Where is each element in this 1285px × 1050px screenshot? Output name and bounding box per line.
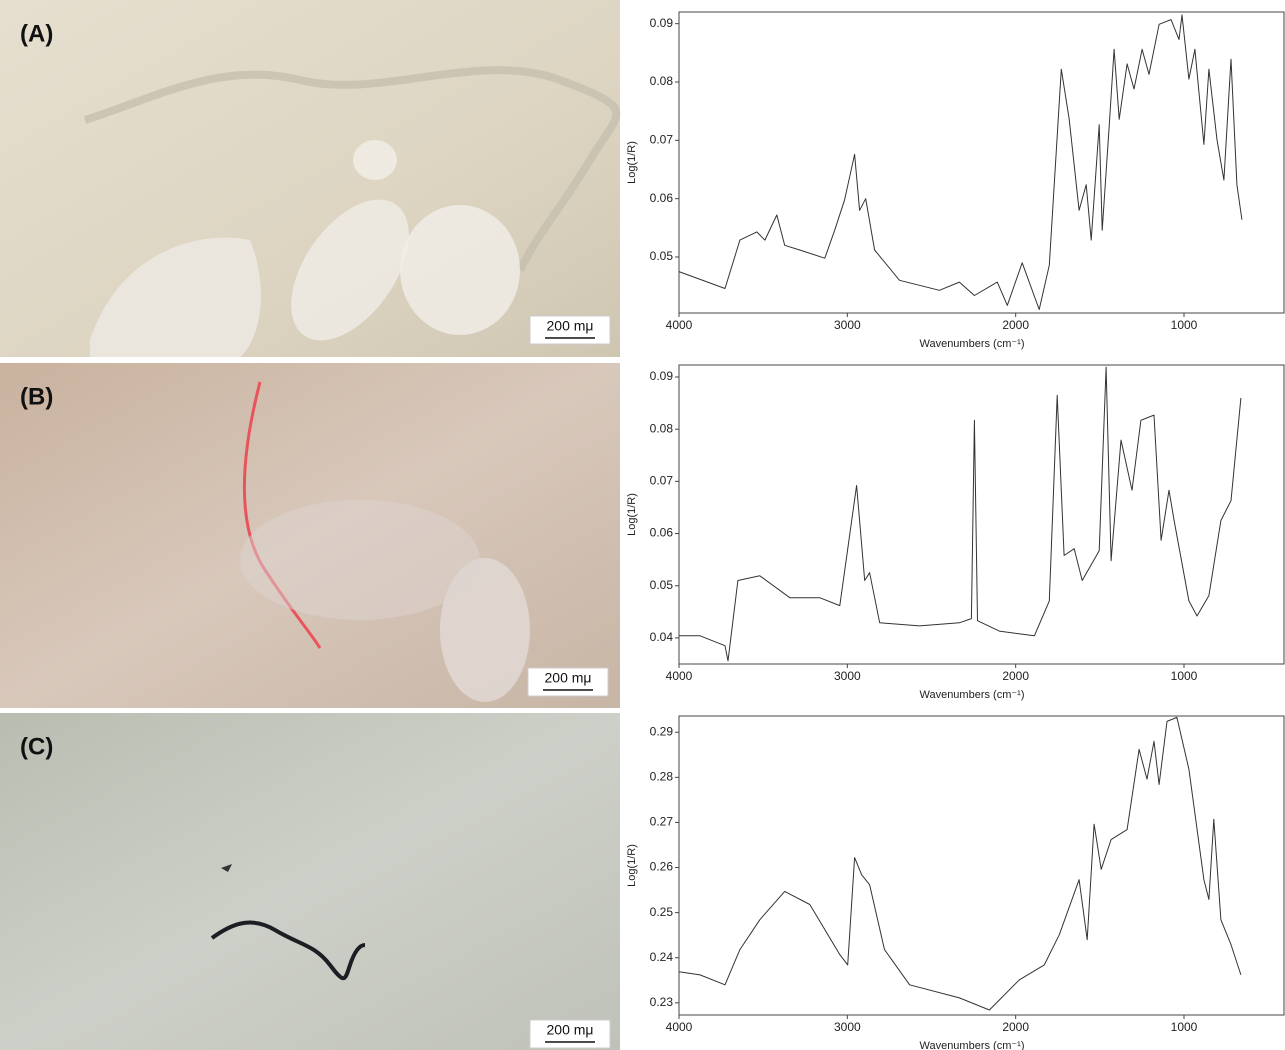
y-tick-label: 0.06 <box>650 191 674 205</box>
y-tick-label: 0.28 <box>650 770 674 784</box>
photo-particle <box>400 205 520 335</box>
x-tick-label: 2000 <box>1002 1020 1029 1034</box>
y-tick-label: 0.08 <box>650 421 674 435</box>
panel-label: (A) <box>20 20 53 47</box>
y-tick-label: 0.26 <box>650 860 674 874</box>
panel-label: (B) <box>20 383 53 410</box>
y-tick-label: 0.24 <box>650 950 674 964</box>
y-axis-label: Log(1/R) <box>626 141 638 184</box>
x-axis-label: Wavenumbers (cm⁻¹) <box>919 1040 1024 1050</box>
y-tick-label: 0.05 <box>650 249 674 263</box>
y-tick-label: 0.08 <box>650 74 674 88</box>
x-axis-label: Wavenumbers (cm⁻¹) <box>919 338 1024 350</box>
y-tick-label: 0.23 <box>650 995 674 1009</box>
scale-bar-label: 200 mμ <box>547 318 594 334</box>
x-tick-label: 4000 <box>666 318 693 332</box>
scale-bar-label: 200 mμ <box>545 670 592 686</box>
y-tick-label: 0.06 <box>650 526 674 540</box>
y-tick-label: 0.07 <box>650 133 674 147</box>
x-tick-label: 1000 <box>1171 318 1198 332</box>
x-axis-label: Wavenumbers (cm⁻¹) <box>919 689 1024 701</box>
y-tick-label: 0.29 <box>650 724 674 738</box>
x-tick-label: 3000 <box>834 669 861 683</box>
x-tick-label: 2000 <box>1002 669 1029 683</box>
x-tick-label: 4000 <box>666 1020 693 1034</box>
x-tick-label: 1000 <box>1171 1020 1198 1034</box>
x-tick-label: 2000 <box>1002 318 1029 332</box>
plot-frame <box>679 716 1284 1015</box>
plot-frame <box>679 365 1284 664</box>
figure: (A) 200 mμ 0.05 0.06 0.07 0.08 0.09 4000 3000 200… <box>0 0 1285 1050</box>
photo <box>0 713 620 1050</box>
scale-bar-label: 200 mμ <box>547 1022 594 1038</box>
x-tick-label: 3000 <box>834 318 861 332</box>
x-tick-label: 4000 <box>666 669 693 683</box>
y-tick-label: 0.05 <box>650 578 674 592</box>
photo-particle <box>240 500 480 620</box>
photo-particle <box>353 140 397 180</box>
y-tick-label: 0.25 <box>650 905 674 919</box>
y-tick-label: 0.09 <box>650 16 674 30</box>
y-axis-label: Log(1/R) <box>626 493 638 536</box>
y-axis-label: Log(1/R) <box>626 844 638 887</box>
x-tick-label: 1000 <box>1171 669 1198 683</box>
panel-label: (C) <box>20 733 53 760</box>
x-tick-label: 3000 <box>834 1020 861 1034</box>
y-tick-label: 0.27 <box>650 815 674 829</box>
y-tick-label: 0.07 <box>650 474 674 488</box>
y-tick-label: 0.04 <box>650 630 674 644</box>
y-tick-label: 0.09 <box>650 369 674 383</box>
